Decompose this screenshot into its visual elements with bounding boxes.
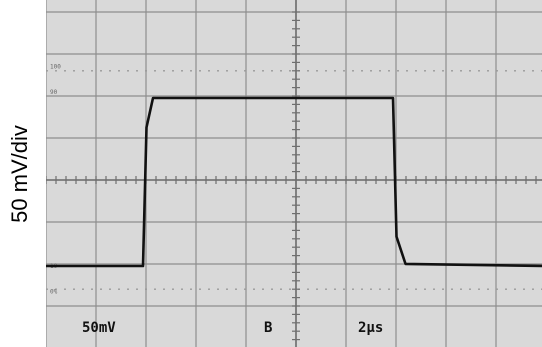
signal-trace [46, 96, 542, 268]
graticule [46, 0, 542, 347]
graticule-percent-label: 90 [50, 89, 58, 96]
channel-scale-readout: 50mV [82, 320, 116, 336]
trigger-readout: B [264, 320, 272, 336]
graticule-percent-label: 0% [50, 288, 58, 295]
graticule-percent-label: 100 [50, 64, 61, 71]
timebase-readout: 2µs [358, 320, 383, 336]
y-axis-label-text: 50 mV/div [7, 125, 32, 223]
y-axis-label: 50 mV/div [0, 0, 40, 347]
oscilloscope-screen: 100 90 10 0% 50mV B 2µs [46, 0, 542, 347]
